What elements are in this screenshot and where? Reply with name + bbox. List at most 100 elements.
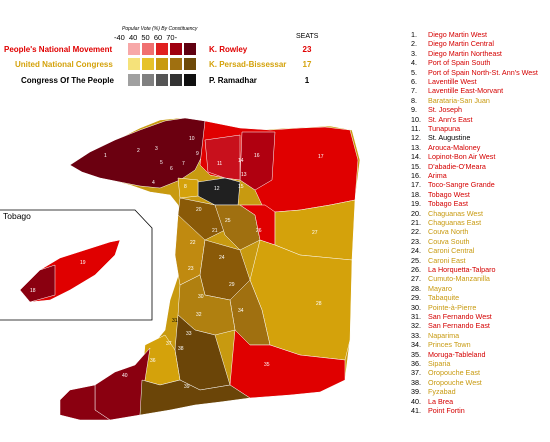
region-fyzabad (139, 379, 251, 416)
constituency-number: 3. (411, 48, 417, 58)
constituency-item: 22. Couva North (411, 227, 468, 236)
map-label: 17 (318, 154, 324, 160)
legend-swatch (142, 43, 154, 55)
constituency-number: 36. (411, 359, 421, 368)
constituency-item: 29. Tabaquite (411, 293, 459, 302)
constituency-item: 18. Tobago West (411, 190, 470, 199)
map-label: 30 (198, 294, 204, 300)
constituency-item: 2. Diego Martin Central (411, 39, 494, 48)
constituency-item: 20. Chaguanas West (411, 209, 483, 218)
tobago-west (19, 264, 56, 303)
constituency-item: 33. Naparima (411, 331, 459, 340)
legend-swatch (170, 58, 182, 70)
constituency-number: 34. (411, 340, 421, 350)
map-label: 41 (70, 384, 76, 390)
region-barataria (177, 177, 199, 199)
map-label: 37 (166, 341, 172, 347)
constituency-item: 17. Toco-Sangre Grande (411, 180, 495, 189)
constituency-name: Chaguanas East (428, 218, 482, 227)
tobago-label: Tobago (3, 211, 31, 221)
constituency-item: 30. Pointe-à-Pierre (411, 303, 476, 312)
constituency-number: 41. (411, 406, 421, 415)
constituency-name: Caroni East (428, 255, 466, 265)
map-label: 2 (137, 148, 140, 154)
map-label: 29 (229, 282, 235, 288)
constituency-number: 32. (411, 321, 421, 331)
map-label: 21 (212, 228, 218, 234)
constituency-name: Tobago West (428, 189, 470, 199)
constituency-item: 41. Point Fortin (411, 406, 465, 415)
constituency-item: 23. Couva South (411, 237, 470, 246)
constituency-name: Naparima (428, 330, 460, 340)
constituency-item: 35. Moruga-Tableland (411, 350, 486, 359)
constituency-name: Oropouche West (428, 377, 482, 387)
constituency-item: 27. Cumuto-Manzanilla (411, 274, 490, 283)
constituency-item: 40. La Brea (411, 397, 453, 406)
map-label: 36 (150, 358, 156, 364)
constituency-number: 17. (411, 180, 421, 190)
constituency-name: Arima (428, 171, 447, 180)
constituency-number: 37. (411, 368, 421, 378)
legend-tick: 50 (141, 33, 150, 42)
leader-cop: P. Ramadhar (209, 76, 257, 85)
region-point-fortin (59, 384, 111, 421)
constituency-number: 16. (411, 171, 421, 180)
constituency-item: 9. St. Joseph (411, 105, 462, 114)
map-label: 3 (155, 146, 158, 152)
map-label: 20 (196, 207, 202, 213)
legend-tick: 70- (166, 33, 178, 42)
constituency-item: 12. St. Augustine (411, 133, 470, 142)
map-label: 32 (196, 312, 202, 318)
constituency-name: Diego Martin Central (428, 39, 494, 49)
map-label: 33 (186, 331, 192, 337)
constituency-number: 1. (411, 30, 417, 39)
legend-swatch (142, 58, 154, 70)
constituency-name: Caroni Central (428, 246, 475, 256)
map-label: 1 (104, 153, 107, 159)
constituency-name: Port of Spain South (428, 58, 491, 68)
legend-swatch (184, 43, 196, 55)
constituency-item: 25. Caroni East (411, 256, 466, 265)
constituency-item: 11. Tunapuna (411, 124, 460, 133)
constituency-item: 38. Oropouche West (411, 378, 482, 387)
legend-swatch (156, 43, 168, 55)
constituency-item: 32. San Fernando East (411, 321, 490, 330)
constituency-name: Pointe-à-Pierre (428, 302, 477, 312)
map-label: 26 (256, 228, 262, 234)
constituency-item: 34. Princes Town (411, 340, 471, 349)
map-label: 16 (254, 153, 260, 159)
constituency-name: Fyzabad (428, 387, 456, 397)
map-label: 31 (172, 318, 178, 324)
map-label: 40 (122, 373, 128, 379)
constituency-number: 35. (411, 349, 421, 359)
constituency-number: 33. (411, 330, 421, 340)
constituency-item: 37. Oropouche East (411, 368, 480, 377)
constituency-number: 20. (411, 208, 421, 218)
constituency-number: 27. (411, 274, 421, 284)
map-label: 25 (225, 218, 231, 224)
constituency-name: Toco-Sangre Grande (428, 180, 495, 190)
map-label: 39 (184, 384, 190, 390)
seats-header: SEATS (296, 33, 319, 40)
constituency-number: 13. (411, 142, 421, 152)
party-name-pnm: People's National Movement (4, 45, 113, 54)
seats-unc: 17 (302, 60, 312, 69)
map-label: 22 (190, 240, 196, 246)
leader-pnm: K. Rowley (209, 45, 248, 54)
leader-unc: K. Persad-Bissessar (209, 60, 287, 69)
constituency-item: 28. Mayaro (411, 284, 452, 293)
constituency-name: Mayaro (428, 283, 452, 293)
constituency-item: 6. Laventille West (411, 77, 477, 86)
constituency-number: 14. (411, 152, 421, 162)
constituency-number: 38. (411, 377, 421, 387)
constituency-number: 4. (411, 58, 417, 68)
constituency-number: 15. (411, 161, 421, 171)
constituency-name: Princes Town (428, 340, 471, 350)
map-label: 6 (170, 166, 173, 172)
legend-swatch (142, 74, 154, 86)
legend-ticks: -40 40 50 60 70- (114, 33, 177, 42)
legend-tick: 60 (153, 33, 163, 42)
constituency-number: 25. (411, 255, 421, 265)
map-label: 38 (178, 346, 184, 352)
constituency-name: Lopinot-Bon Air West (428, 152, 496, 162)
